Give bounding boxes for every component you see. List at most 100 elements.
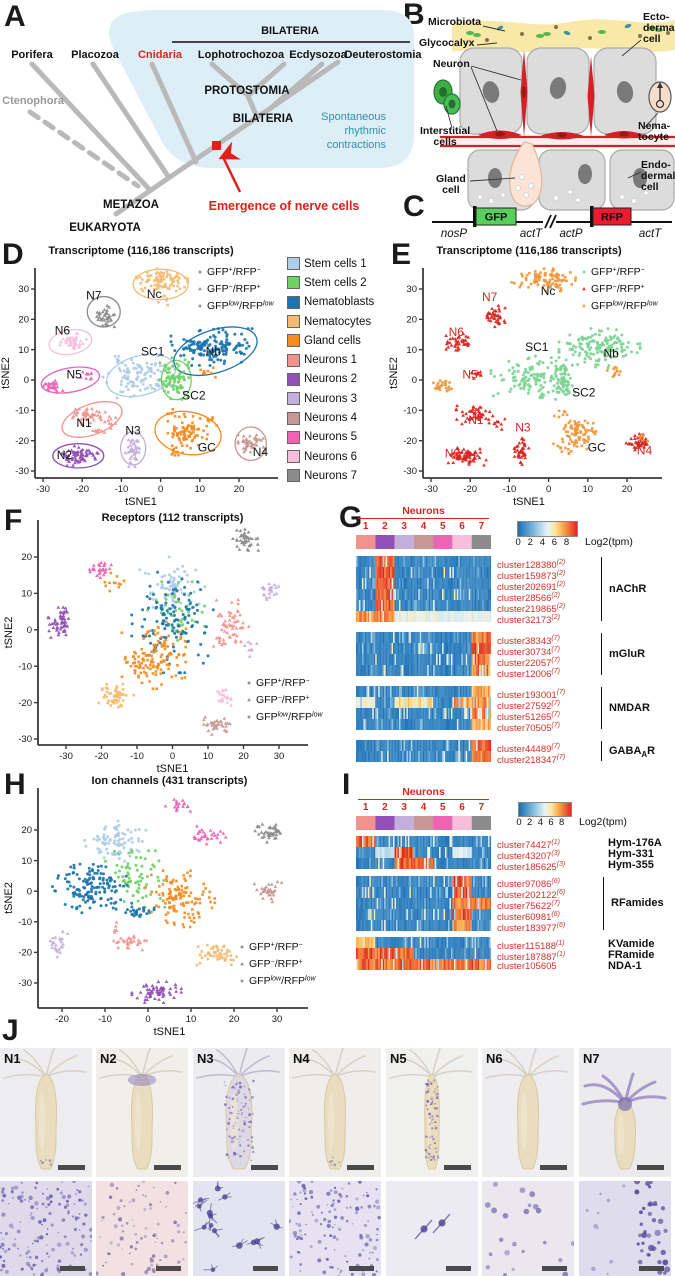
cluster-label: Nc [541,284,556,298]
svg-text:-20: -20 [55,1014,69,1025]
neuron-color-strip [356,535,491,549]
cluster-label: GC [198,440,216,454]
y-axis-label: tSNE2 [0,357,12,389]
colorbar-tick: 6 [548,817,554,828]
tsne-points [48,797,284,1004]
cluster-label: SC1 [525,340,549,354]
group-bracket [601,633,602,675]
scale-bar [154,1165,181,1170]
legend-label: Neurons 5 [304,431,358,444]
neuron-column-number: 1 [362,521,369,532]
group-bracket [603,876,604,930]
eukaryota-label: EUKARYOTA [69,222,141,234]
scale-bar [253,1266,278,1271]
insitu-whole-animal-image: N2 [96,1048,188,1177]
y-axis-label: tSNE2 [3,882,15,914]
svg-text:0: 0 [412,375,417,386]
neuron-column-number: 2 [382,802,388,813]
cell-legend-item: Nematoblasts [287,293,374,312]
legend-swatch [287,353,300,367]
svg-text:-20: -20 [18,698,32,709]
cluster-label: N2 [57,448,73,462]
scale-bar [540,1165,567,1170]
neurons-underline [358,799,489,800]
svg-text:20: 20 [21,825,32,836]
legend-label: Nematoblasts [304,296,375,309]
nosp-label: nosP [441,228,468,240]
legend-swatch [287,430,300,444]
insitu-whole-animal-image: N6 [482,1048,574,1177]
heatmap-row-label: cluster60981(6) [497,911,560,924]
svg-text:-10: -10 [18,661,32,672]
neuron-column-number: 3 [401,521,407,532]
panel-g-letter: G [339,501,363,534]
heatmap-block [356,632,492,676]
microbiota-dots [466,23,670,42]
group-bracket [601,557,602,621]
heatmap-block [356,937,492,970]
insitu-whole-animal-image: N1 [0,1048,92,1177]
panel-a-letter: A [4,0,26,33]
colorbar-tick: 0 [515,537,521,548]
scale-bar [349,1266,374,1271]
insitu-whole-animal-image: N5 [386,1048,478,1177]
taxon-porifera: Porifera [11,49,53,61]
svg-text:30: 30 [274,751,285,762]
svg-text:20: 20 [622,484,633,495]
svg-text:10: 10 [18,345,29,356]
svg-text:-20: -20 [18,948,32,959]
svg-text:0: 0 [546,484,551,495]
cluster-label: GC [588,440,606,454]
heatmap-row-label: cluster70505(7) [497,721,560,734]
neuron-population-label: N1 [4,1051,21,1066]
heatmap-row-label: cluster105605 [497,960,557,972]
neuron-population-label: N6 [486,1051,503,1066]
svg-text:-20: -20 [403,436,417,447]
cluster-label: N4 [253,445,269,459]
marker-legend-item: GFPlow/RFPlow [591,300,658,312]
cluster-label: Nc [147,287,162,301]
neuron-column-number: 7 [478,802,485,813]
label-nematocyte: Nema- tocyte [638,120,671,144]
actt1-label: actT [520,228,543,240]
neuron-column-number: 7 [478,521,485,532]
neuron-population-label: N4 [293,1051,310,1066]
svg-text:-30: -30 [403,466,417,477]
heatmap-row-label: cluster12006(7) [497,667,560,680]
colorbar-tick: 2 [527,537,533,548]
svg-text:10: 10 [186,1014,197,1025]
heatmap-row-label: cluster128380(2) [497,558,566,571]
legend-label: Nematocytes [304,315,372,328]
label-glycocalyx: Glycocalyx [419,37,475,49]
gene-name: NDA-1 [608,960,642,972]
cell-legend-item: Neurons 2 [287,370,374,389]
label-leader-lines [445,25,659,182]
svg-text:-10: -10 [130,751,144,762]
legend-label: Gland cells [304,334,361,347]
cluster-label: N6 [449,325,465,339]
neuron-color-strip [356,816,491,830]
colorbar [518,802,572,817]
marker-legend-item: GFP−/RFP+ [207,283,261,295]
cluster-label: N7 [86,289,102,303]
actp-label: actP [559,228,582,240]
svg-text:rhythmic: rhythmic [344,125,386,137]
plot-title: Transcriptome (116,186 transcripts) [48,245,234,257]
heatmap-block [356,740,492,762]
colorbar-label: Log2(tpm) [579,816,627,828]
neuron-column-number: 5 [440,802,446,813]
heatmap-block [356,875,492,931]
svg-text:-30: -30 [18,978,32,989]
cluster-label: SC2 [572,386,596,400]
cluster-label: N1 [468,413,484,427]
panel-e-tsne-plot: Transcriptome (116,186 transcripts) -30 -2… [388,245,662,508]
gfp-label: GFP [485,212,508,224]
label-neuron: Neuron [433,58,470,70]
label-ectodermal-cell: Ecto- dermal cell [643,11,675,46]
legend-swatch [287,450,300,464]
receptor-group-name: mGluR [609,648,646,660]
rfp-box [592,207,632,226]
colorbar-label: Log2(tpm) [585,536,633,548]
heatmap-block [356,686,492,730]
